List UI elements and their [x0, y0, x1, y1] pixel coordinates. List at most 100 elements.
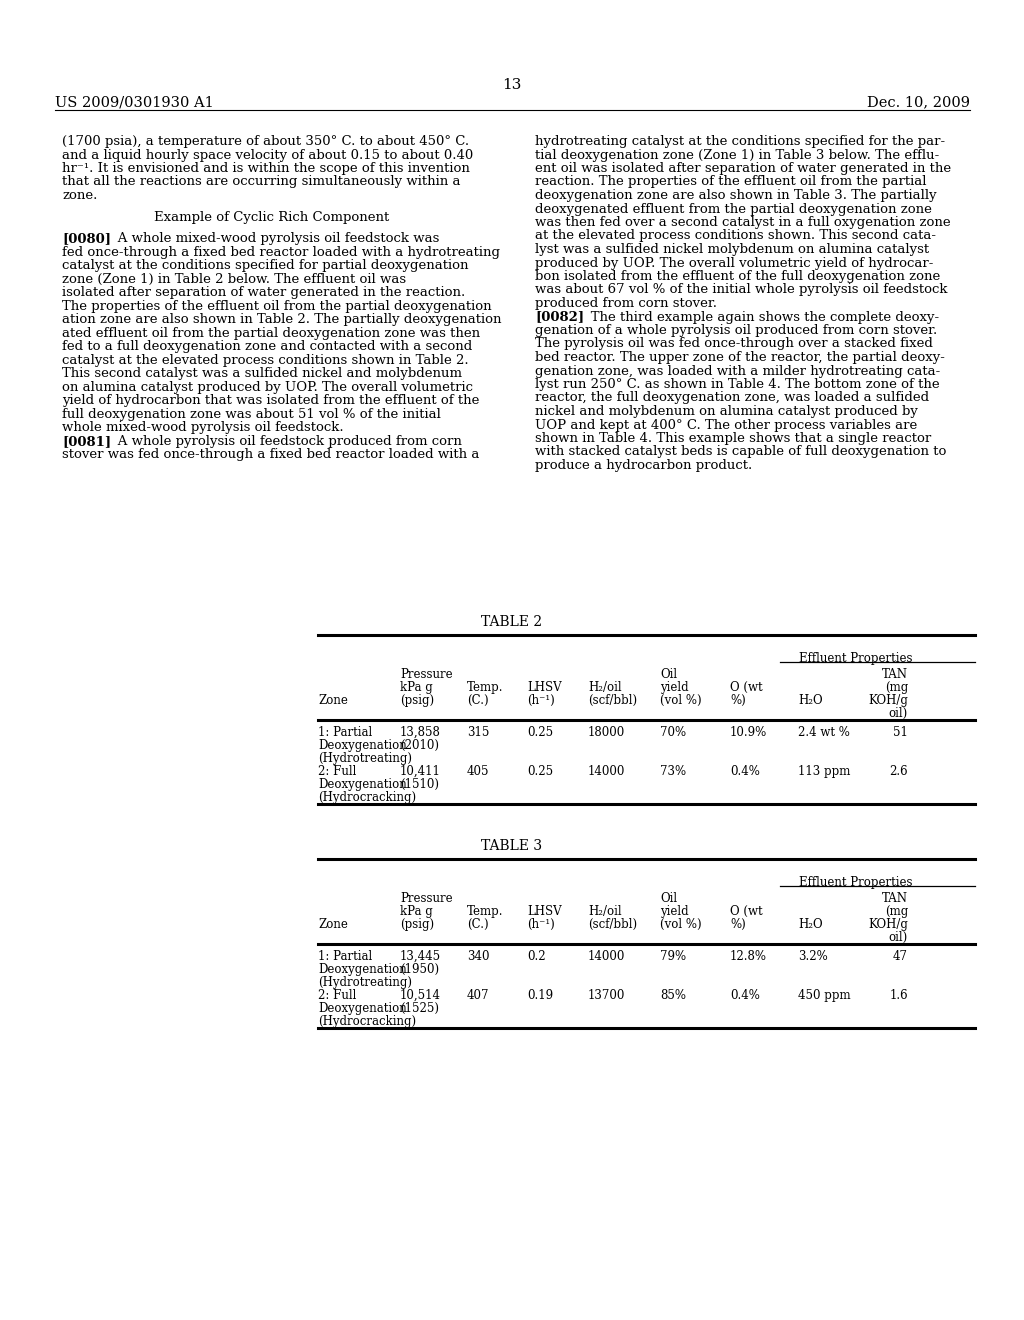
Text: 10,514: 10,514	[400, 989, 441, 1002]
Text: (mg: (mg	[885, 681, 908, 694]
Text: The properties of the effluent oil from the partial deoxygenation: The properties of the effluent oil from …	[62, 300, 492, 313]
Text: Deoxygenation: Deoxygenation	[318, 739, 407, 752]
Text: whole mixed-wood pyrolysis oil feedstock.: whole mixed-wood pyrolysis oil feedstock…	[62, 421, 344, 434]
Text: 340: 340	[467, 950, 489, 964]
Text: Temp.: Temp.	[467, 681, 504, 694]
Text: 51: 51	[893, 726, 908, 739]
Text: ated effluent oil from the partial deoxygenation zone was then: ated effluent oil from the partial deoxy…	[62, 327, 480, 339]
Text: TAN: TAN	[882, 892, 908, 906]
Text: H₂/oil: H₂/oil	[588, 681, 622, 694]
Text: US 2009/0301930 A1: US 2009/0301930 A1	[55, 95, 214, 110]
Text: (psig): (psig)	[400, 917, 434, 931]
Text: (C.): (C.)	[467, 917, 488, 931]
Text: 450 ppm: 450 ppm	[798, 989, 851, 1002]
Text: 1: Partial: 1: Partial	[318, 950, 373, 964]
Text: fed to a full deoxygenation zone and contacted with a second: fed to a full deoxygenation zone and con…	[62, 341, 472, 354]
Text: isolated after separation of water generated in the reaction.: isolated after separation of water gener…	[62, 286, 465, 300]
Text: (Hydrocracking): (Hydrocracking)	[318, 1015, 416, 1028]
Text: (2010): (2010)	[400, 739, 439, 752]
Text: yield: yield	[660, 681, 688, 694]
Text: TAN: TAN	[882, 668, 908, 681]
Text: 2.4 wt %: 2.4 wt %	[798, 726, 850, 739]
Text: Example of Cyclic Rich Component: Example of Cyclic Rich Component	[155, 211, 389, 223]
Text: ation zone are also shown in Table 2. The partially deoxygenation: ation zone are also shown in Table 2. Th…	[62, 313, 502, 326]
Text: tial deoxygenation zone (Zone 1) in Table 3 below. The efflu-: tial deoxygenation zone (Zone 1) in Tabl…	[535, 149, 939, 161]
Text: produced from corn stover.: produced from corn stover.	[535, 297, 717, 310]
Text: Oil: Oil	[660, 892, 677, 906]
Text: H₂O: H₂O	[798, 694, 822, 708]
Text: 2.6: 2.6	[890, 766, 908, 777]
Text: (mg: (mg	[885, 906, 908, 917]
Text: TABLE 2: TABLE 2	[481, 615, 543, 630]
Text: was then fed over a second catalyst in a full oxygenation zone: was then fed over a second catalyst in a…	[535, 216, 950, 228]
Text: yield of hydrocarbon that was isolated from the effluent of the: yield of hydrocarbon that was isolated f…	[62, 395, 479, 407]
Text: 13,445: 13,445	[400, 950, 441, 964]
Text: 18000: 18000	[588, 726, 626, 739]
Text: zone (Zone 1) in Table 2 below. The effluent oil was: zone (Zone 1) in Table 2 below. The effl…	[62, 273, 407, 285]
Text: 315: 315	[467, 726, 489, 739]
Text: 3.2%: 3.2%	[798, 950, 827, 964]
Text: %): %)	[730, 694, 745, 708]
Text: Dec. 10, 2009: Dec. 10, 2009	[867, 95, 970, 110]
Text: on alumina catalyst produced by UOP. The overall volumetric: on alumina catalyst produced by UOP. The…	[62, 380, 473, 393]
Text: fed once-through a fixed bed reactor loaded with a hydrotreating: fed once-through a fixed bed reactor loa…	[62, 246, 500, 259]
Text: stover was fed once-through a fixed bed reactor loaded with a: stover was fed once-through a fixed bed …	[62, 449, 479, 461]
Text: 13: 13	[503, 78, 521, 92]
Text: reactor, the full deoxygenation zone, was loaded a sulfided: reactor, the full deoxygenation zone, wa…	[535, 392, 929, 404]
Text: bed reactor. The upper zone of the reactor, the partial deoxy-: bed reactor. The upper zone of the react…	[535, 351, 945, 364]
Text: O (wt: O (wt	[730, 906, 763, 917]
Text: Pressure: Pressure	[400, 668, 453, 681]
Text: A whole pyrolysis oil feedstock produced from corn: A whole pyrolysis oil feedstock produced…	[105, 434, 462, 447]
Text: (Hydrocracking): (Hydrocracking)	[318, 791, 416, 804]
Text: A whole mixed-wood pyrolysis oil feedstock was: A whole mixed-wood pyrolysis oil feedsto…	[105, 232, 439, 246]
Text: (scf/bbl): (scf/bbl)	[588, 694, 637, 708]
Text: lyst was a sulfided nickel molybdenum on alumina catalyst: lyst was a sulfided nickel molybdenum on…	[535, 243, 929, 256]
Text: (h⁻¹): (h⁻¹)	[527, 917, 555, 931]
Text: catalyst at the elevated process conditions shown in Table 2.: catalyst at the elevated process conditi…	[62, 354, 469, 367]
Text: (1525): (1525)	[400, 1002, 439, 1015]
Text: and a liquid hourly space velocity of about 0.15 to about 0.40: and a liquid hourly space velocity of ab…	[62, 149, 473, 161]
Text: LHSV: LHSV	[527, 681, 561, 694]
Text: O (wt: O (wt	[730, 681, 763, 694]
Text: Effluent Properties: Effluent Properties	[800, 876, 912, 888]
Text: genation of a whole pyrolysis oil produced from corn stover.: genation of a whole pyrolysis oil produc…	[535, 323, 937, 337]
Text: kPa g: kPa g	[400, 681, 433, 694]
Text: Pressure: Pressure	[400, 892, 453, 906]
Text: Deoxygenation: Deoxygenation	[318, 777, 407, 791]
Text: deoxygenation zone are also shown in Table 3. The partially: deoxygenation zone are also shown in Tab…	[535, 189, 937, 202]
Text: nickel and molybdenum on alumina catalyst produced by: nickel and molybdenum on alumina catalys…	[535, 405, 918, 418]
Text: 0.19: 0.19	[527, 989, 553, 1002]
Text: LHSV: LHSV	[527, 906, 561, 917]
Text: KOH/g: KOH/g	[868, 694, 908, 708]
Text: at the elevated process conditions shown. This second cata-: at the elevated process conditions shown…	[535, 230, 936, 243]
Text: Deoxygenation: Deoxygenation	[318, 964, 407, 975]
Text: (C.): (C.)	[467, 694, 488, 708]
Text: full deoxygenation zone was about 51 vol % of the initial: full deoxygenation zone was about 51 vol…	[62, 408, 441, 421]
Text: 2: Full: 2: Full	[318, 766, 356, 777]
Text: Oil: Oil	[660, 668, 677, 681]
Text: that all the reactions are occurring simultaneously within a: that all the reactions are occurring sim…	[62, 176, 461, 189]
Text: (psig): (psig)	[400, 694, 434, 708]
Text: 1.6: 1.6	[890, 989, 908, 1002]
Text: 113 ppm: 113 ppm	[798, 766, 850, 777]
Text: [0082]: [0082]	[535, 310, 584, 323]
Text: 13,858: 13,858	[400, 726, 441, 739]
Text: oil): oil)	[889, 931, 908, 944]
Text: Temp.: Temp.	[467, 906, 504, 917]
Text: 0.25: 0.25	[527, 766, 553, 777]
Text: 10.9%: 10.9%	[730, 726, 767, 739]
Text: 85%: 85%	[660, 989, 686, 1002]
Text: (scf/bbl): (scf/bbl)	[588, 917, 637, 931]
Text: reaction. The properties of the effluent oil from the partial: reaction. The properties of the effluent…	[535, 176, 927, 189]
Text: %): %)	[730, 917, 745, 931]
Text: Zone: Zone	[318, 694, 348, 708]
Text: UOP and kept at 400° C. The other process variables are: UOP and kept at 400° C. The other proces…	[535, 418, 918, 432]
Text: The third example again shows the complete deoxy-: The third example again shows the comple…	[578, 310, 939, 323]
Text: 47: 47	[893, 950, 908, 964]
Text: 407: 407	[467, 989, 489, 1002]
Text: [0081]: [0081]	[62, 434, 112, 447]
Text: oil): oil)	[889, 708, 908, 719]
Text: KOH/g: KOH/g	[868, 917, 908, 931]
Text: (1950): (1950)	[400, 964, 439, 975]
Text: lyst run 250° C. as shown in Table 4. The bottom zone of the: lyst run 250° C. as shown in Table 4. Th…	[535, 378, 940, 391]
